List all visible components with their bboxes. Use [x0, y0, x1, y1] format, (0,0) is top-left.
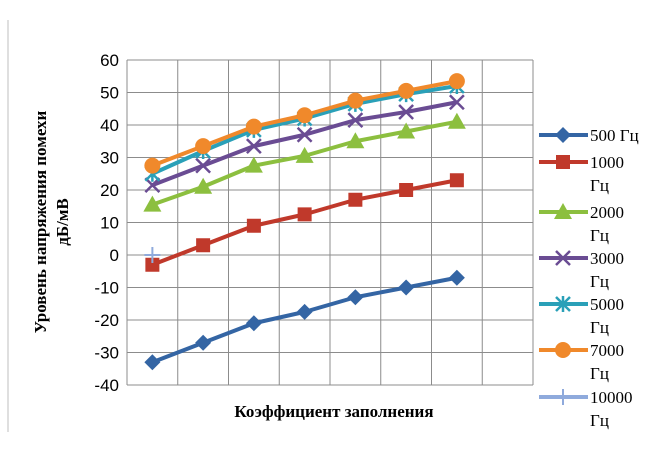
y-tick-label: 20	[100, 181, 119, 200]
data-point-diamond	[555, 127, 571, 143]
data-point-triangle	[397, 122, 416, 139]
legend-label: 2000	[590, 203, 624, 222]
legend-label: Гц	[590, 226, 609, 245]
legend-item: 1000 Гц	[539, 153, 624, 195]
legend-label: Гц	[590, 318, 609, 337]
data-point-star	[555, 296, 571, 312]
legend-item: 500 Гц	[539, 126, 639, 145]
legend: 500 Гц1000Гц2000Гц3000Гц5000Гц7000Гц1000…	[539, 126, 639, 430]
y-tick-label: 10	[100, 214, 119, 233]
data-point-circle	[555, 342, 571, 358]
data-point-circle	[144, 157, 161, 174]
data-point-circle	[195, 138, 212, 155]
data-point-x	[245, 138, 262, 155]
data-point-triangle	[346, 132, 365, 149]
data-point-x	[398, 104, 415, 120]
y-tick-label: -20	[94, 311, 119, 330]
data-point-square	[145, 257, 160, 272]
series-1	[145, 173, 464, 272]
data-point-diamond	[448, 269, 465, 286]
data-point-square	[297, 207, 312, 222]
data-point-diamond	[144, 354, 161, 371]
data-point-circle	[245, 118, 262, 135]
data-point-x	[448, 94, 465, 111]
legend-label: 3000	[590, 249, 624, 268]
data-point-circle	[448, 73, 465, 90]
y-tick-label: 60	[100, 51, 119, 70]
legend-label: Гц	[590, 272, 609, 291]
series-5	[144, 73, 465, 174]
legend-label: Гц	[590, 411, 609, 430]
y-tick-label: -30	[94, 344, 119, 363]
data-point-x	[144, 177, 161, 194]
legend-label: 5000	[590, 295, 624, 314]
data-point-circle	[347, 92, 364, 109]
data-point-plus	[144, 247, 161, 263]
data-point-diamond	[347, 289, 364, 306]
data-point-triangle	[295, 146, 314, 163]
y-tick-label: 30	[100, 149, 119, 168]
series-6	[144, 247, 161, 263]
data-point-diamond	[398, 279, 415, 296]
data-point-x	[195, 157, 212, 174]
legend-item: 3000 Гц	[539, 249, 624, 291]
legend-item: 7000 Гц	[539, 341, 624, 383]
data-point-square	[449, 173, 464, 188]
legend-label: 1000	[590, 153, 624, 172]
data-point-circle	[296, 107, 313, 124]
data-point-square	[556, 155, 570, 169]
data-point-triangle	[244, 156, 263, 173]
data-point-diamond	[296, 303, 313, 320]
data-point-triangle	[143, 195, 162, 212]
legend-label: 500 Гц	[590, 126, 639, 145]
legend-label: Гц	[590, 364, 609, 383]
data-point-circle	[398, 82, 415, 99]
legend-item: 2000 Гц	[539, 203, 624, 245]
data-point-triangle	[554, 203, 572, 219]
legend-item: 10000 Гц	[539, 388, 633, 430]
data-point-x	[347, 112, 364, 129]
y-tick-label: -10	[94, 279, 119, 298]
y-axis-title-line-1: Уровень напряжения помехи	[31, 110, 50, 333]
y-tick-label: -40	[94, 376, 119, 395]
data-point-diamond	[195, 334, 212, 351]
data-point-triangle	[194, 177, 213, 194]
y-axis-title-line-2: дБ/мВ	[53, 198, 72, 245]
series-group	[143, 73, 466, 371]
data-point-x	[555, 250, 571, 266]
y-tick-labels: 60 50 40 30 20 10 0 -10 -20 -30 -40	[94, 51, 119, 395]
y-axis-title-group: Уровень напряжения помехи дБ/мВ	[31, 110, 72, 333]
data-point-square	[399, 183, 414, 197]
data-point-x	[296, 126, 313, 143]
series-3	[144, 94, 465, 194]
data-point-plus	[555, 389, 571, 405]
legend-label: 7000	[590, 341, 624, 360]
series-2	[143, 112, 466, 212]
data-point-triangle	[447, 112, 466, 129]
y-tick-label: 40	[100, 116, 119, 135]
y-tick-label: 50	[100, 84, 119, 103]
data-point-diamond	[245, 315, 262, 332]
data-point-square	[348, 192, 363, 207]
data-point-square	[196, 238, 211, 253]
x-axis-title: Коэффициент заполнения	[234, 402, 433, 421]
legend-item: 5000 Гц	[539, 295, 624, 337]
series-0	[144, 269, 465, 371]
legend-label: Гц	[590, 176, 609, 195]
y-tick-label: 0	[110, 246, 119, 265]
data-point-square	[246, 218, 261, 233]
legend-label: 10000	[590, 388, 633, 407]
